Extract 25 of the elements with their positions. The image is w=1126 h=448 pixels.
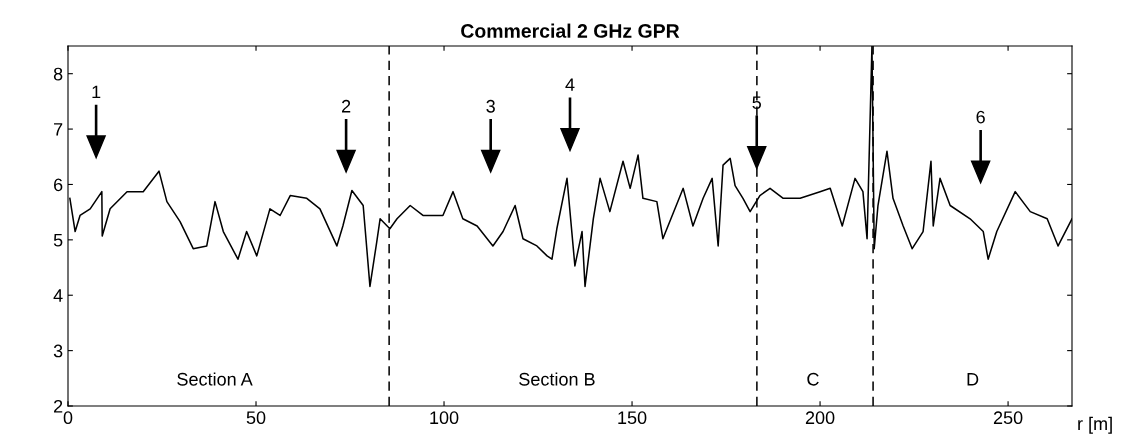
y-tick-label: 4 xyxy=(53,289,63,302)
annotation: C xyxy=(807,372,819,386)
x-tick-label: 100 xyxy=(430,411,459,425)
annotation: 5 xyxy=(752,96,762,110)
x-tick-label: 150 xyxy=(618,411,647,425)
x-axis-title: r [m] xyxy=(1078,416,1112,434)
chart-title: Commercial 2 GHz GPR xyxy=(461,23,680,38)
y-tick-label: 7 xyxy=(54,123,63,136)
y-tick-label: 5 xyxy=(53,233,63,247)
annotation: 6 xyxy=(976,110,985,124)
y-tick-label: 2 xyxy=(54,399,63,413)
annotation: Section A xyxy=(177,372,253,386)
x-tick-label: 200 xyxy=(805,411,835,425)
y-tick-label: 3 xyxy=(53,344,63,358)
annotation: 3 xyxy=(486,99,495,113)
annotation: D xyxy=(967,373,979,386)
x-tick-label: 50 xyxy=(246,411,266,425)
annotation: 1 xyxy=(92,85,101,99)
y-tick-label: 6 xyxy=(54,178,63,192)
x-tick-label: 0 xyxy=(63,411,73,425)
annotation: Section B xyxy=(519,372,595,386)
annotation: 2 xyxy=(342,99,351,113)
x-tick-label: 250 xyxy=(993,411,1023,425)
annotation: 4 xyxy=(565,78,575,91)
y-tick-label: 8 xyxy=(53,67,63,81)
